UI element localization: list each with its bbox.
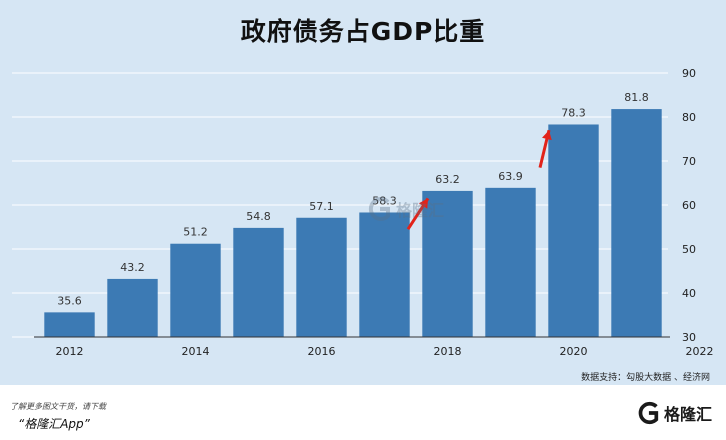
x-axis-ticks: 2012 2014 2016 2018 2020 2022 [34, 336, 714, 358]
x-tick-label: 2016 [308, 345, 336, 358]
arrow-head [542, 130, 552, 141]
x-tick-label: 2022 [686, 345, 714, 358]
bar-value-label: 51.2 [183, 226, 208, 239]
x-tick-label: 2014 [182, 345, 210, 358]
bar [233, 227, 284, 337]
annotation-arrows [406, 129, 552, 231]
bar [548, 124, 599, 337]
bar-value-label: 81.8 [624, 91, 649, 104]
footer: 了解更多图文干货，请下载 “格隆汇App” 格隆汇 [0, 385, 726, 440]
bar [107, 278, 158, 337]
logo-icon [368, 197, 390, 221]
watermark-text: 格隆汇 [396, 201, 445, 220]
y-tick-label: 60 [682, 199, 696, 212]
bar-value-label: 78.3 [561, 106, 586, 119]
bar-value-label: 54.8 [246, 210, 271, 223]
x-tick-label: 2012 [56, 345, 84, 358]
bar-value-label: 58.3 [372, 194, 397, 207]
y-axis-ticks: 30 40 50 60 70 80 90 [682, 67, 696, 344]
bar [422, 190, 473, 337]
bar-value-label: 43.2 [120, 261, 145, 274]
y-tick-label: 80 [682, 111, 696, 124]
footer-promo-text: 了解更多图文干货，请下载 [10, 402, 106, 411]
bar-chart: 35.6 43.2 51.2 54.8 57.1 58.3 63.2 63.9 78.3 81.8… [12, 67, 714, 358]
bar [44, 312, 95, 337]
chart-title: 政府债务占GDP比重 [240, 17, 486, 46]
y-tick-label: 90 [682, 67, 696, 80]
footer-logo-text: 格隆汇 [663, 405, 712, 424]
footer-logo: 格隆汇 [636, 401, 712, 425]
footer-app-name: “格隆汇App” [18, 417, 90, 431]
arrow-head [418, 198, 428, 209]
x-tick-label: 2020 [560, 345, 588, 358]
bar [170, 243, 221, 337]
bar-value-label: 35.6 [57, 294, 82, 307]
bar-value-label: 63.2 [435, 173, 460, 186]
y-tick-label: 30 [682, 331, 696, 344]
source-note: 数据支持：勾股大数据 、经济网 [581, 373, 710, 383]
y-tick-label: 40 [682, 287, 696, 300]
bar-value-label: 63.9 [498, 170, 523, 183]
bar [485, 187, 536, 337]
value-labels: 35.6 43.2 51.2 54.8 57.1 58.3 63.2 63.9 78.3 81.8 [57, 91, 649, 307]
logo-icon [638, 401, 659, 425]
bars [44, 109, 662, 337]
bar [296, 217, 347, 337]
watermark: 格隆汇 [366, 196, 444, 222]
bar-value-label: 57.1 [309, 200, 334, 213]
bar [359, 212, 410, 337]
y-tick-label: 70 [682, 155, 696, 168]
bar [611, 109, 662, 337]
x-tick-label: 2018 [434, 345, 462, 358]
y-tick-label: 50 [682, 243, 696, 256]
